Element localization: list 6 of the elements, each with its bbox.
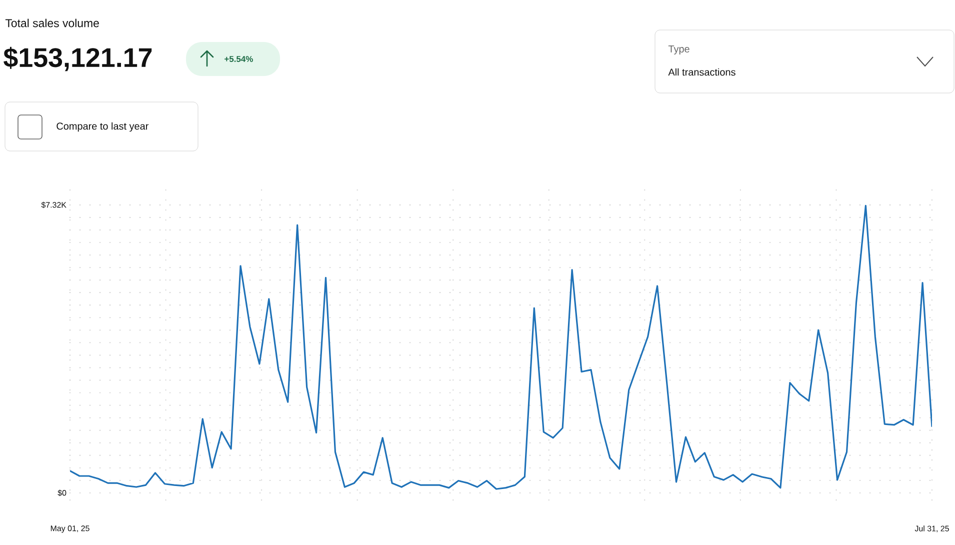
text: Compare to last year xyxy=(56,122,148,132)
chart-title: Total sales volume xyxy=(5,18,99,28)
text: All transactions xyxy=(668,68,736,76)
text: Type xyxy=(668,46,690,54)
chart-subtitle: $153,121.17 xyxy=(4,46,152,72)
text: +5.54% xyxy=(224,56,253,62)
